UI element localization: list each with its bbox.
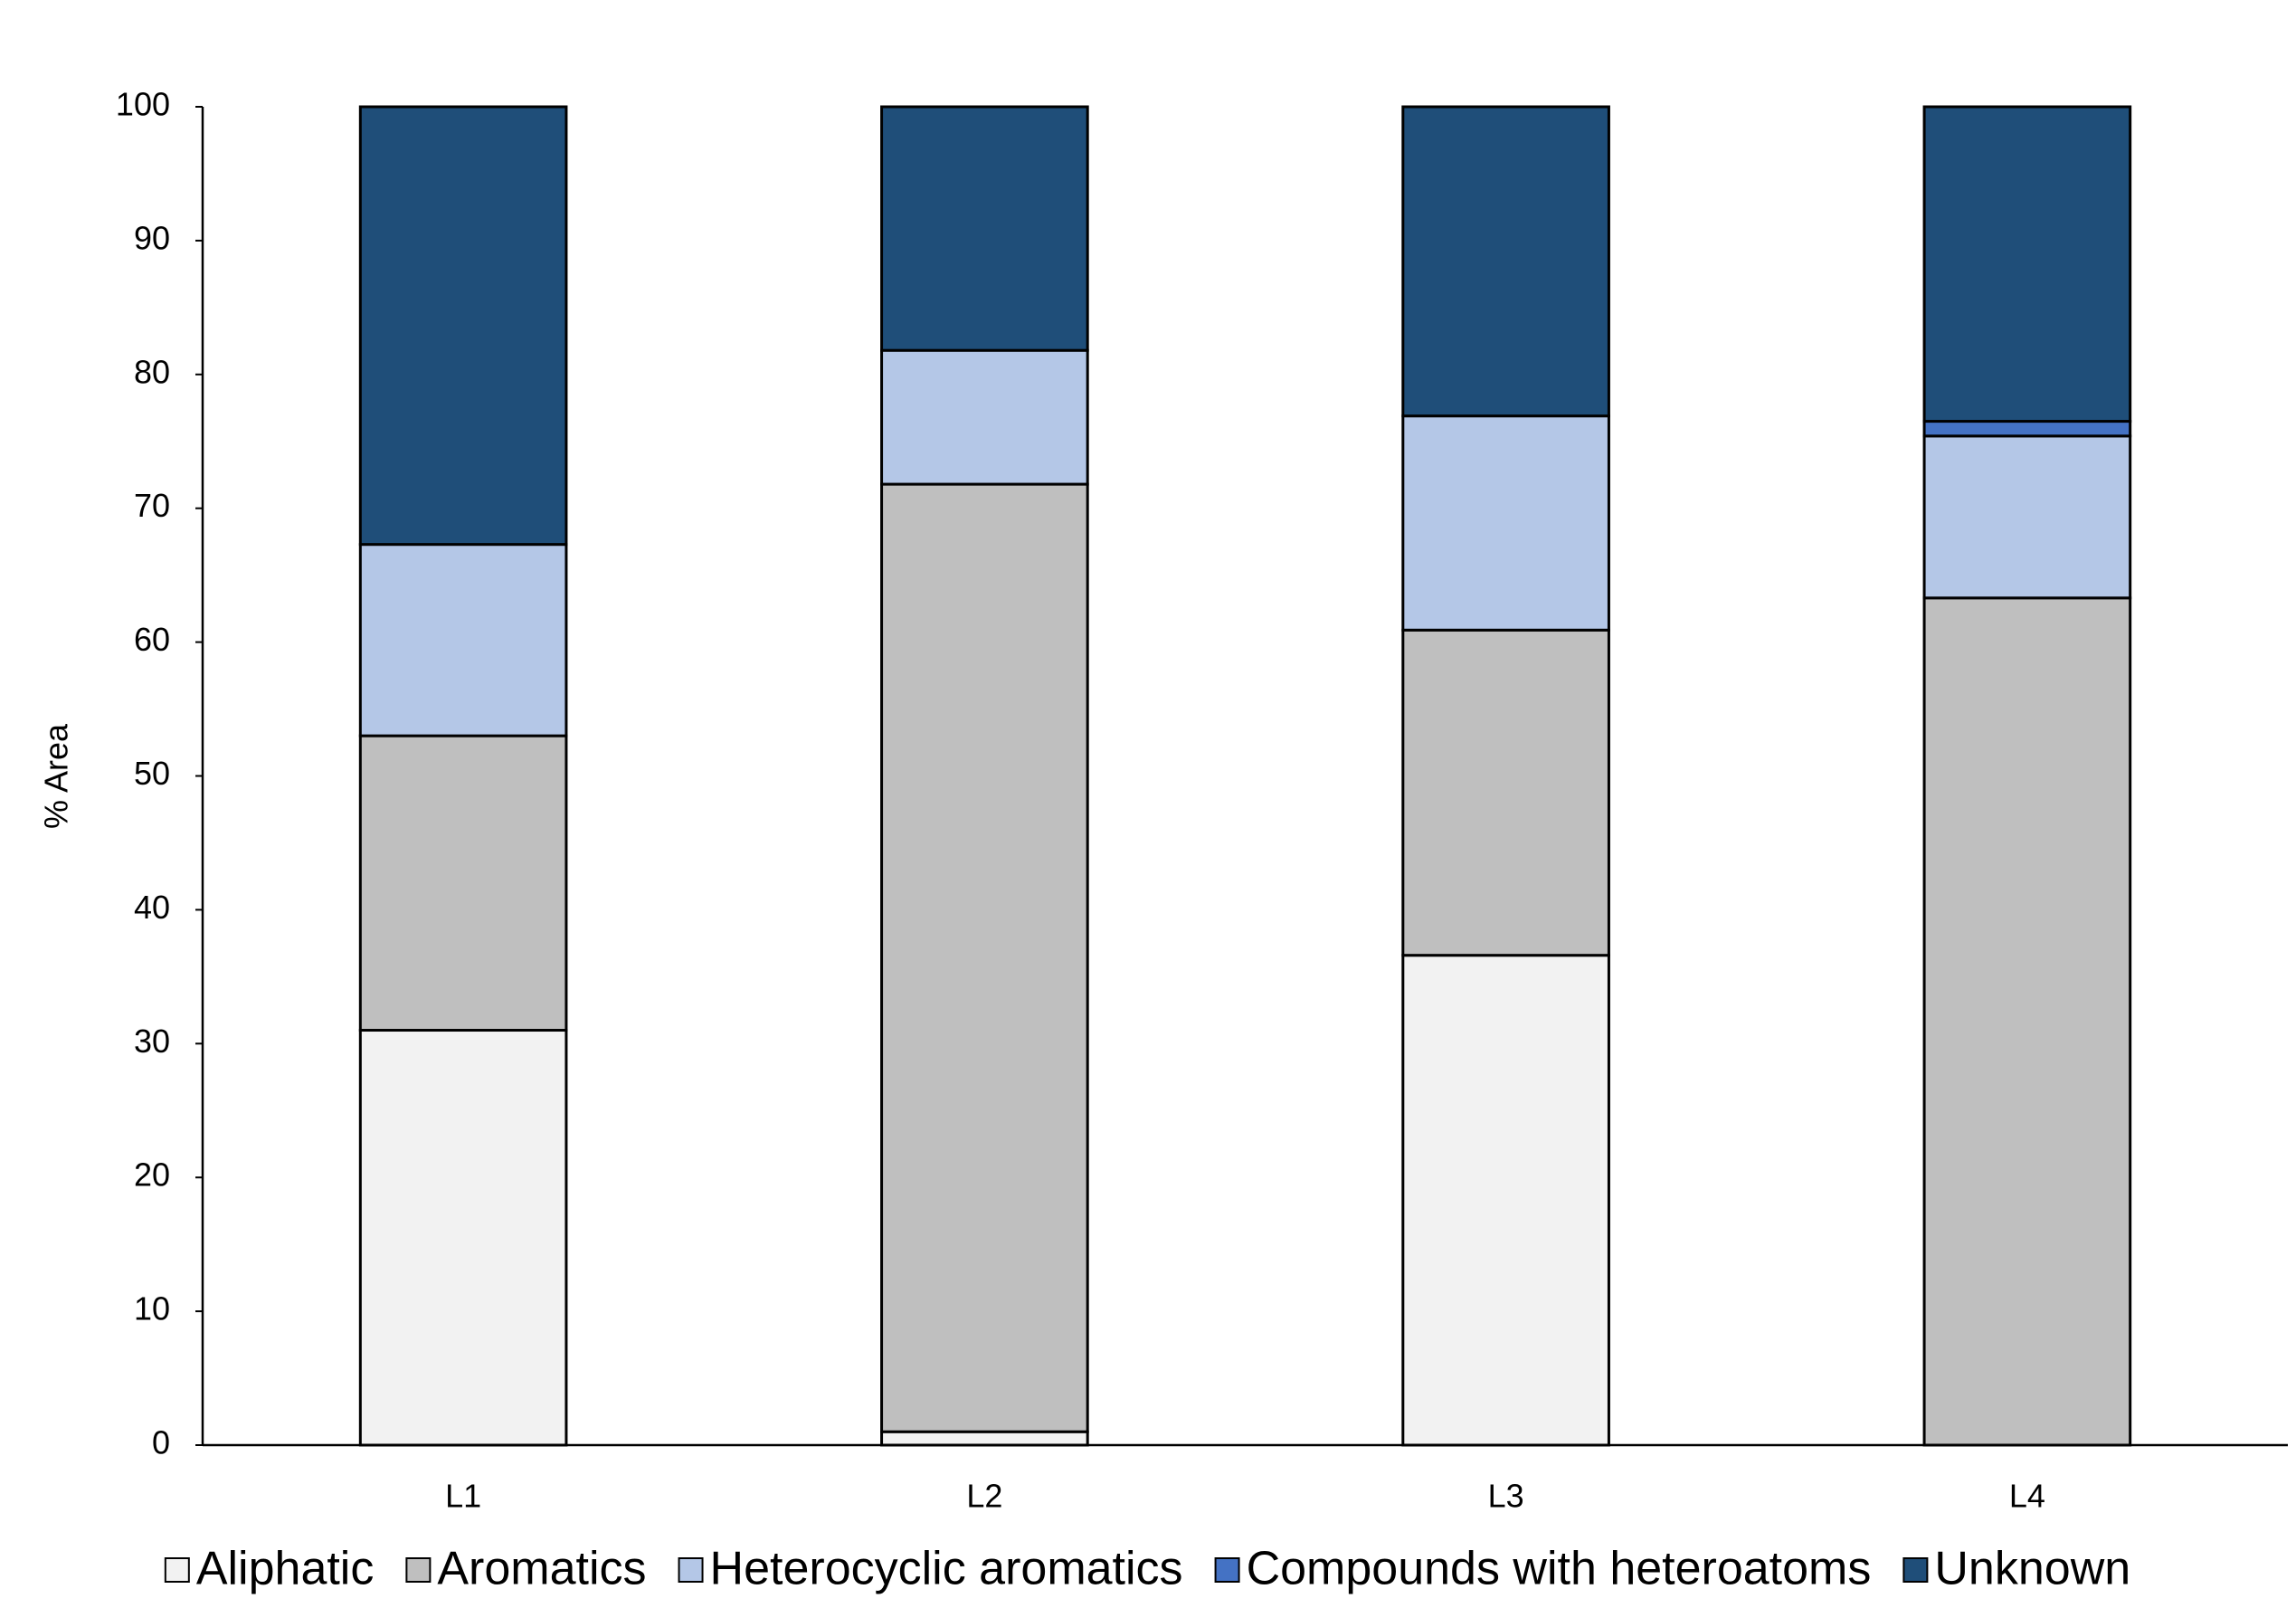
y-tick-label: 20	[134, 1156, 170, 1194]
y-tick-label: 50	[134, 755, 170, 792]
y-tick-label: 60	[134, 621, 170, 658]
x-tick-label: L4	[2009, 1478, 2045, 1515]
bar-segment	[358, 734, 568, 1032]
bar-segment	[1401, 954, 1610, 1447]
y-tick-label: 90	[134, 219, 170, 256]
y-tick-label: 70	[134, 487, 170, 524]
legend-swatch	[405, 1557, 432, 1583]
legend-label: Heterocyclic aromatics	[710, 1543, 1183, 1595]
x-tick-label: L3	[1488, 1478, 1524, 1515]
bar-segment	[1401, 105, 1610, 418]
y-axis-label: % Area	[38, 723, 75, 829]
y-tick-label: 80	[134, 353, 170, 390]
bar-segment	[358, 543, 568, 737]
bar-segment	[1401, 414, 1610, 632]
bar-segment	[880, 105, 1089, 352]
y-tick-label: 40	[134, 889, 170, 926]
bar-segment	[880, 348, 1089, 486]
legend-label: Unknown	[1934, 1543, 2130, 1595]
bar-segment	[880, 1430, 1089, 1447]
y-tick-label: 0	[152, 1424, 170, 1461]
bar-segment	[1922, 596, 2132, 1447]
y-tick-label: 100	[116, 86, 170, 123]
legend-swatch	[678, 1557, 704, 1583]
legend-label: Compounds with heteroatoms	[1247, 1543, 1872, 1595]
x-tick-label: L2	[966, 1478, 1002, 1515]
legend-label: Aromatics	[437, 1543, 646, 1595]
bar-segment	[1922, 434, 2132, 600]
legend-swatch	[1214, 1557, 1240, 1583]
legend-label: Aliphatic	[196, 1543, 375, 1595]
x-tick-label: L1	[445, 1478, 481, 1515]
bar-segment	[1922, 105, 2132, 423]
bar-segment	[1401, 628, 1610, 957]
legend-swatch	[164, 1557, 190, 1583]
bar-segment	[1922, 420, 2132, 438]
y-tick-label: 30	[134, 1023, 170, 1060]
y-tick-label: 10	[134, 1290, 170, 1327]
legend-swatch	[1902, 1557, 1929, 1583]
bar-segment	[358, 1029, 568, 1447]
bar-segment	[880, 482, 1089, 1433]
bar-segment	[358, 105, 568, 547]
